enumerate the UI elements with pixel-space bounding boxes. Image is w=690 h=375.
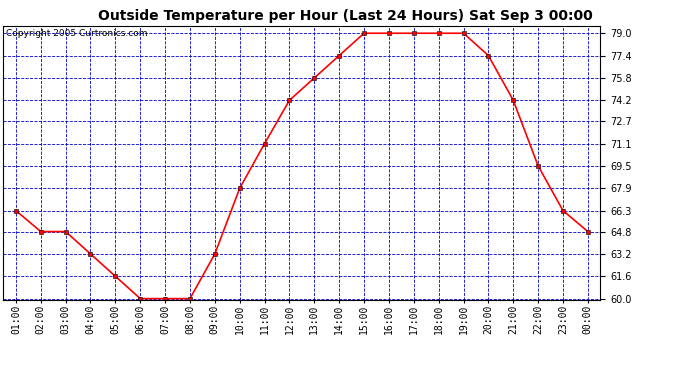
Text: Copyright 2005 Curtronics.com: Copyright 2005 Curtronics.com xyxy=(6,29,148,38)
Text: Outside Temperature per Hour (Last 24 Hours) Sat Sep 3 00:00: Outside Temperature per Hour (Last 24 Ho… xyxy=(97,9,593,23)
